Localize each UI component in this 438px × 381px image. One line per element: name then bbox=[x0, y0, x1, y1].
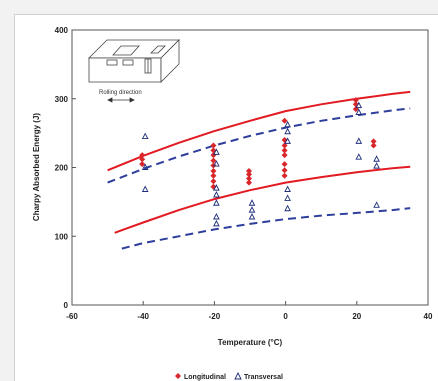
x-tick-label: 0 bbox=[283, 312, 288, 321]
transversal-point bbox=[284, 127, 291, 135]
transversal-point bbox=[355, 108, 363, 115]
y-tick-label: 100 bbox=[55, 232, 69, 241]
x-tick-label: -40 bbox=[137, 312, 149, 321]
transversal-point bbox=[355, 101, 363, 109]
transversal-point bbox=[284, 120, 291, 128]
legend: Longitudinal Transversal bbox=[175, 371, 283, 381]
longitudinal-point bbox=[370, 138, 377, 145]
transversal-point bbox=[355, 153, 363, 160]
longitudinal-point bbox=[281, 147, 288, 154]
longitudinal-point bbox=[139, 156, 146, 163]
longitudinal-point bbox=[352, 97, 359, 104]
transversal-point bbox=[141, 185, 149, 192]
longitudinal-point bbox=[139, 152, 146, 159]
transversal-point bbox=[213, 191, 220, 198]
trend-curves bbox=[107, 90, 411, 250]
longitudinal-point bbox=[281, 142, 288, 149]
transversal-point bbox=[248, 199, 256, 206]
legend-transversal-label: Transversal bbox=[244, 374, 283, 381]
longitudinal-point bbox=[246, 171, 252, 178]
transversal-point bbox=[213, 199, 220, 206]
solid-bound-curve-0 bbox=[107, 90, 411, 172]
longitudinal-point bbox=[281, 172, 288, 179]
data-points bbox=[139, 97, 380, 227]
legend-longitudinal-marker bbox=[175, 373, 181, 379]
longitudinal-point bbox=[246, 175, 252, 182]
transversal-point bbox=[248, 206, 256, 213]
longitudinal-point bbox=[210, 152, 217, 159]
longitudinal-point bbox=[246, 167, 252, 174]
longitudinal-point bbox=[210, 167, 217, 174]
legend-transversal-marker bbox=[234, 371, 242, 380]
y-tick-label: 200 bbox=[55, 164, 69, 173]
y-tick-label: 300 bbox=[55, 95, 69, 104]
y-axis: 0 100 200 300 400 bbox=[55, 26, 76, 310]
transversal-point bbox=[213, 219, 220, 227]
dashed-bound-curve-3 bbox=[121, 207, 411, 250]
chart-frame: Rolling direction 0 100 200 300 400 -60 -40 -2… bbox=[14, 14, 438, 381]
longitudinal-point bbox=[210, 172, 217, 179]
specimen-inset: Rolling direction bbox=[88, 39, 180, 103]
longitudinal-point bbox=[370, 142, 377, 149]
inset-label: Rolling direction bbox=[99, 90, 142, 96]
longitudinal-point bbox=[281, 161, 288, 168]
x-tick-label: 20 bbox=[352, 312, 361, 321]
transversal-point bbox=[141, 163, 149, 170]
longitudinal-point bbox=[139, 161, 146, 168]
transversal-point bbox=[213, 148, 220, 155]
transversal-point bbox=[213, 184, 220, 191]
longitudinal-point bbox=[210, 157, 217, 164]
transversal-point bbox=[248, 213, 256, 220]
solid-bound-curve-2 bbox=[114, 165, 411, 234]
transversal-point bbox=[284, 194, 291, 201]
specimen-plate-icon bbox=[88, 39, 180, 83]
transversal-point bbox=[284, 137, 291, 144]
transversal-point bbox=[213, 160, 220, 167]
transversal-point bbox=[373, 155, 380, 162]
longitudinal-point bbox=[210, 142, 217, 149]
longitudinal-point bbox=[246, 179, 252, 186]
longitudinal-point bbox=[281, 152, 288, 159]
x-tick-label: 40 bbox=[424, 312, 433, 321]
y-axis-label: Charpy Absorbed Energy (J) bbox=[32, 113, 41, 222]
x-tick-label: -20 bbox=[209, 312, 221, 321]
transversal-point bbox=[373, 162, 380, 169]
y-tick-label: 400 bbox=[55, 26, 69, 35]
x-axis: -60 -40 -20 0 20 40 bbox=[66, 301, 433, 321]
transversal-point bbox=[355, 137, 363, 144]
legend-longitudinal-label: Longitudinal bbox=[184, 374, 226, 381]
transversal-point bbox=[373, 201, 380, 208]
rolling-direction-arrow-icon bbox=[107, 97, 135, 103]
longitudinal-point bbox=[281, 117, 288, 124]
dashed-bound-curve-1 bbox=[107, 107, 411, 184]
x-tick-label: -60 bbox=[66, 312, 78, 321]
transversal-point bbox=[284, 185, 291, 192]
transversal-point bbox=[141, 132, 149, 140]
y-tick-label: 0 bbox=[64, 301, 69, 310]
longitudinal-point bbox=[281, 167, 288, 174]
x-axis-label: Temperature (°C) bbox=[218, 338, 283, 347]
transversal-point bbox=[213, 213, 220, 220]
longitudinal-point bbox=[210, 178, 217, 185]
transversal-point bbox=[284, 204, 291, 212]
